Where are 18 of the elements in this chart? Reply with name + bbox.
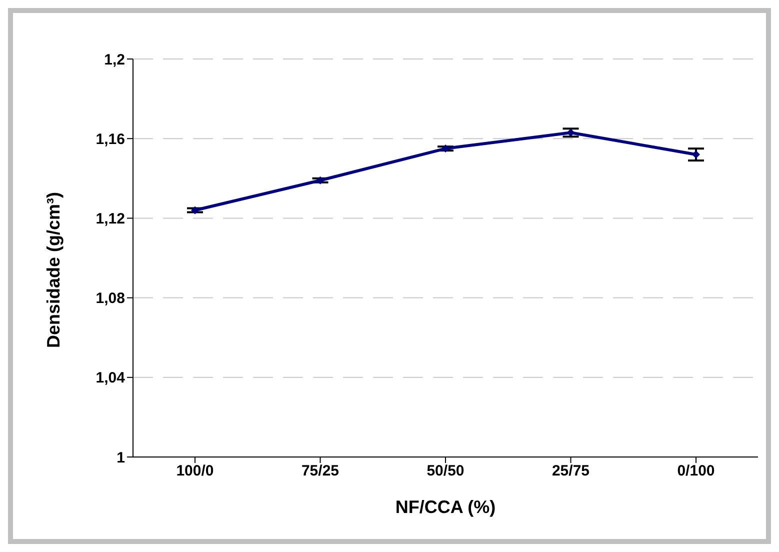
x-tick-label: 100/0 bbox=[176, 462, 214, 480]
y-axis-title: Densidade (g/cm³) bbox=[43, 192, 64, 348]
point bbox=[566, 128, 575, 137]
y-tick-label: 1,12 bbox=[96, 210, 125, 228]
y-tick-label: 1 bbox=[116, 449, 125, 466]
point bbox=[191, 206, 199, 214]
y-tick-label: 1,16 bbox=[96, 130, 125, 148]
y-tick-label: 1,2 bbox=[104, 51, 125, 68]
x-axis-title: NF/CCA (%) bbox=[395, 497, 496, 517]
y-tick-label: 1,08 bbox=[96, 290, 125, 308]
x-tick-label: 0/100 bbox=[677, 462, 715, 480]
x-tick-label: 50/50 bbox=[426, 462, 464, 480]
x-tick-label: 75/25 bbox=[301, 462, 340, 480]
y-tick-label: 1,04 bbox=[96, 370, 126, 387]
point bbox=[442, 144, 450, 153]
point bbox=[692, 150, 700, 159]
x-tick-label: 25/75 bbox=[552, 462, 590, 480]
point bbox=[316, 176, 324, 184]
